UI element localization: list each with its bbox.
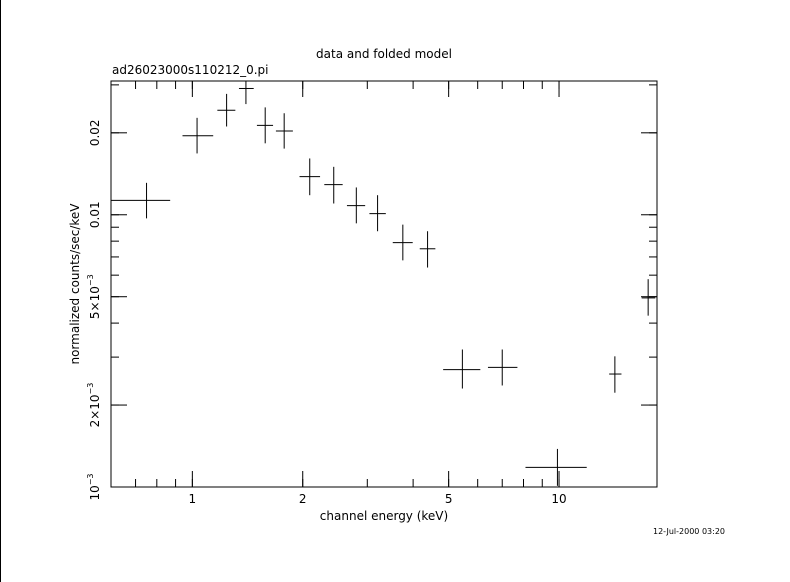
y-tick-labels: 10−3 2×10−3 5×10−3 0.01 0.02 bbox=[86, 119, 102, 500]
x-minor-ticks bbox=[110, 81, 560, 487]
x-tick-label: 1 bbox=[189, 492, 197, 506]
data-point bbox=[419, 231, 436, 268]
data-point bbox=[369, 195, 386, 232]
data-point bbox=[182, 117, 214, 154]
x-tick-label: 2 bbox=[299, 492, 307, 506]
data-point bbox=[238, 81, 254, 105]
window-left-border bbox=[0, 0, 1, 582]
data-point bbox=[487, 349, 518, 386]
plot-frame bbox=[110, 80, 658, 488]
y-tick-label: 5×10−3 bbox=[86, 274, 102, 319]
y-tick-label: 2×10−3 bbox=[86, 383, 102, 428]
chart-subtitle: ad26023000s110212_0.pi bbox=[112, 63, 269, 77]
y-axis-label: normalized counts/sec/keV bbox=[68, 203, 82, 365]
data-point bbox=[443, 349, 481, 389]
data-points bbox=[111, 81, 656, 486]
timestamp: 12-Jul-2000 03:20 bbox=[653, 527, 725, 536]
x-major-ticks bbox=[191, 81, 560, 487]
y-tick-label: 10−3 bbox=[86, 473, 102, 500]
chart-title: data and folded model bbox=[316, 47, 452, 61]
y-tick-label: 0.01 bbox=[88, 201, 102, 228]
data-point bbox=[525, 448, 587, 486]
data-point bbox=[609, 356, 622, 393]
x-axis-label: channel energy (keV) bbox=[320, 509, 448, 523]
data-point bbox=[346, 187, 366, 224]
data-point bbox=[111, 182, 171, 219]
y-minor-ticks bbox=[111, 84, 657, 488]
data-point bbox=[299, 158, 321, 196]
data-point bbox=[217, 93, 236, 127]
x-tick-labels: 1 2 5 10 bbox=[189, 492, 567, 506]
y-tick-label: 0.02 bbox=[88, 119, 102, 146]
data-point bbox=[275, 113, 293, 149]
x-tick-label: 5 bbox=[445, 492, 453, 506]
data-point bbox=[324, 166, 343, 204]
data-point bbox=[256, 107, 274, 144]
y-major-ticks bbox=[111, 132, 657, 488]
data-point bbox=[641, 279, 656, 316]
data-point bbox=[392, 224, 413, 261]
x-tick-label: 10 bbox=[551, 492, 566, 506]
